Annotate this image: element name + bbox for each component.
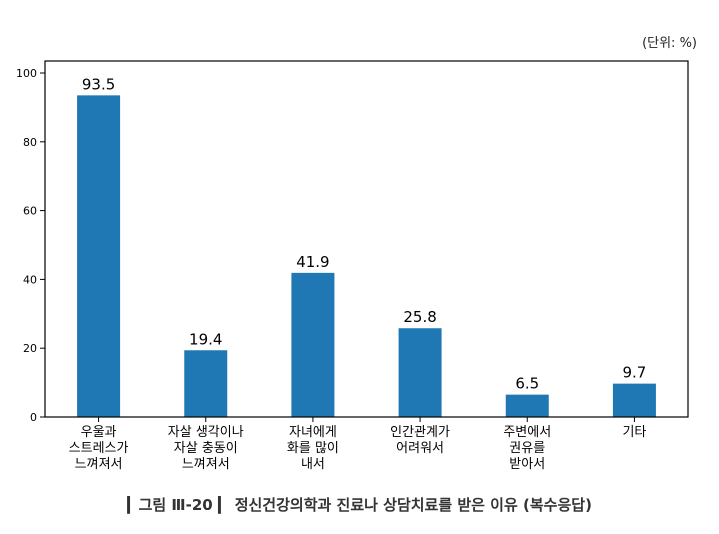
bar — [505, 394, 549, 417]
x-tick-label: 우울과 — [81, 425, 117, 440]
data-label: 41.9 — [296, 253, 329, 271]
x-tick-label: 자녀에게 — [289, 425, 337, 440]
x-tick-label: 주변에서 — [503, 425, 551, 440]
unit-label: (단위: %) — [642, 36, 697, 51]
bar — [184, 350, 228, 417]
x-tick-label: 내서 — [301, 457, 325, 472]
data-label: 25.8 — [403, 308, 436, 326]
x-tick-label: 기타 — [622, 425, 646, 440]
x-tick-label: 인간관계가 — [390, 425, 450, 440]
x-tick-label: 권유를 — [509, 441, 545, 456]
plot-frame — [44, 60, 689, 418]
data-label: 93.5 — [82, 75, 115, 93]
bar — [77, 95, 121, 418]
x-tick-label: 자살 충동이 — [174, 441, 238, 456]
x-tick-label: 받아서 — [509, 457, 545, 472]
y-tick-label: 60 — [23, 205, 37, 218]
figure-caption: ▎그림 Ⅲ-20 ▎ 정신건강의학과 진료나 상담치료를 받은 이유 (복수응답… — [127, 496, 592, 514]
x-tick-label: 느껴져서 — [182, 457, 230, 472]
x-tick-label: 자살 생각이나 — [168, 425, 244, 440]
bar — [291, 272, 335, 417]
y-tick-label: 100 — [16, 67, 37, 80]
y-tick-label: 80 — [23, 136, 37, 149]
bar — [612, 383, 656, 417]
x-tick-label: 화를 많이 — [287, 441, 339, 456]
y-tick-label: 20 — [23, 342, 37, 355]
x-tick-label: 스트레스가 — [69, 441, 129, 456]
y-tick-label: 0 — [30, 411, 37, 424]
x-tick-label: 느껴져서 — [75, 457, 123, 472]
y-tick-label: 40 — [23, 273, 37, 286]
data-label: 9.7 — [622, 364, 646, 382]
x-tick-label: 어려워서 — [396, 441, 444, 456]
bar — [398, 328, 442, 417]
data-label: 19.4 — [189, 330, 222, 348]
data-label: 6.5 — [515, 375, 539, 393]
